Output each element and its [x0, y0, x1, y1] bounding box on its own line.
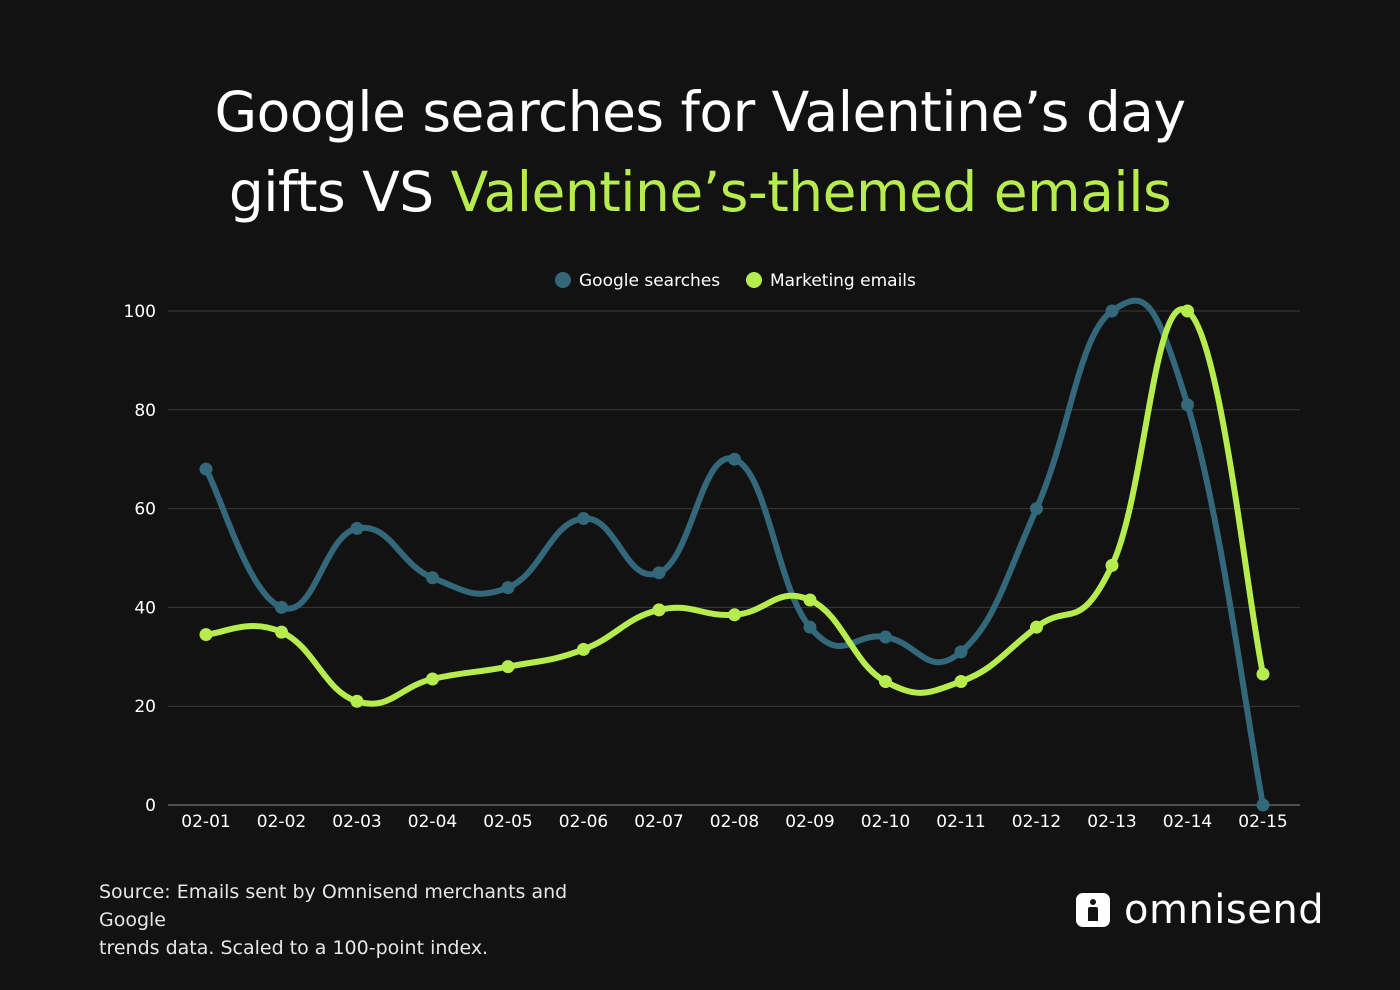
data-point-marketing-emails — [1256, 667, 1270, 681]
x-tick-label: 02-01 — [181, 812, 230, 832]
data-point-marketing-emails — [275, 625, 288, 639]
y-axis: 0 20 40 60 80 100 — [124, 302, 156, 816]
data-point-marketing-emails — [652, 603, 666, 617]
y-tick-label: 80 — [134, 401, 156, 421]
grid-lines — [168, 310, 1300, 806]
legend: Google searches Marketing emails — [555, 271, 916, 291]
omnisend-logo-wordmark: omnisend — [1124, 887, 1325, 933]
omnisend-logo: omnisend — [1076, 880, 1324, 940]
data-point-google-searches — [199, 462, 213, 476]
data-point-google-searches — [275, 600, 288, 614]
chart-title: Google searches for Valentine’s day gift… — [0, 72, 1400, 232]
legend-label-google-searches: Google searches — [579, 271, 720, 291]
data-point-marketing-emails — [1030, 620, 1043, 634]
source-note: Source: Emails sent by Omnisend merchant… — [99, 878, 639, 962]
source-line1: Source: Emails sent by Omnisend merchant… — [99, 881, 568, 931]
data-point-google-searches — [1030, 502, 1043, 516]
x-tick-label: 02-02 — [257, 812, 306, 832]
data-point-marketing-emails — [1181, 304, 1194, 318]
legend-label-marketing-emails: Marketing emails — [770, 271, 916, 291]
x-tick-label: 02-04 — [408, 812, 457, 832]
chart-title-line2: gifts VS Valentine’s-themed emails — [0, 152, 1400, 232]
data-point-google-searches — [728, 452, 741, 466]
legend-marker-marketing-emails — [746, 272, 762, 288]
data-point-google-searches — [350, 521, 364, 535]
y-tick-label: 60 — [134, 500, 156, 520]
legend-marker-google-searches — [555, 272, 571, 288]
data-point-marketing-emails — [426, 672, 439, 686]
x-axis: 02-01 02-02 02-03 02-04 02-05 02-06 02-07 02-08… — [181, 812, 1287, 832]
data-point-marketing-emails — [350, 694, 364, 708]
series-line-google-searches — [203, 297, 1266, 808]
x-tick-label: 02-15 — [1238, 812, 1287, 832]
data-point-google-searches — [1105, 304, 1119, 318]
data-point-google-searches — [501, 581, 515, 595]
chart-title-line2-accent: Valentine’s-themed emails — [450, 160, 1172, 224]
data-point-marketing-emails — [954, 675, 968, 688]
data-point-google-searches — [803, 620, 817, 634]
y-tick-label: 40 — [134, 598, 156, 618]
data-point-marketing-emails — [577, 642, 590, 656]
x-tick-label: 02-11 — [936, 812, 985, 832]
chart-title-line2-plain: gifts VS — [228, 160, 451, 224]
x-tick-label: 02-10 — [861, 812, 910, 832]
x-tick-label: 02-05 — [483, 812, 532, 832]
data-point-google-searches — [1256, 798, 1270, 812]
data-point-marketing-emails — [199, 628, 213, 642]
data-point-google-searches — [577, 511, 590, 525]
omnisend-logo-icon — [1076, 893, 1110, 927]
x-tick-label: 02-14 — [1163, 812, 1212, 832]
series-line-marketing-emails — [203, 306, 1266, 707]
x-tick-label: 02-06 — [559, 812, 608, 832]
data-point-google-searches — [879, 630, 892, 644]
x-tick-label: 02-13 — [1087, 812, 1136, 832]
data-point-marketing-emails — [501, 660, 515, 674]
data-point-google-searches — [426, 571, 439, 585]
x-tick-label: 02-07 — [634, 812, 683, 832]
y-tick-label: 20 — [134, 697, 156, 717]
y-tick-label: 0 — [145, 796, 156, 816]
x-tick-label: 02-08 — [710, 812, 759, 832]
data-point-google-searches — [1181, 398, 1194, 412]
data-point-google-searches — [954, 645, 968, 659]
x-tick-label: 02-03 — [332, 812, 381, 832]
data-point-google-searches — [652, 566, 666, 580]
chart-title-line1: Google searches for Valentine’s day — [214, 80, 1186, 144]
x-tick-label: 02-12 — [1012, 812, 1061, 832]
data-point-marketing-emails — [879, 675, 892, 688]
source-line2: trends data. Scaled to a 100-point index… — [99, 937, 489, 959]
series-group — [199, 297, 1270, 812]
data-point-marketing-emails — [728, 608, 741, 622]
x-tick-label: 02-09 — [785, 812, 834, 832]
data-point-marketing-emails — [803, 593, 817, 607]
y-tick-label: 100 — [124, 302, 156, 322]
data-point-marketing-emails — [1105, 558, 1119, 572]
